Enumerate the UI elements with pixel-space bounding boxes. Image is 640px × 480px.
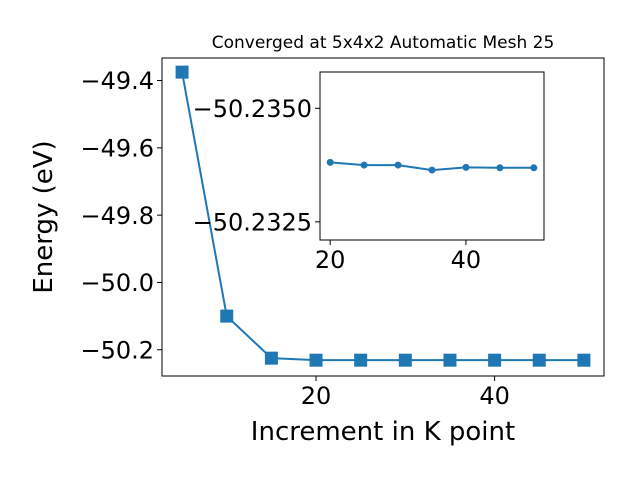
main-data-point [488, 353, 502, 367]
inset-series [326, 158, 538, 174]
main-data-point [398, 353, 412, 367]
main-data-point [443, 353, 457, 367]
inset-data-point [462, 163, 470, 171]
main-y-tick-label: −50.2 [80, 336, 154, 364]
main-x-tick-label: 40 [479, 382, 510, 410]
inset-y-ticks: −50.2350 −50.2325 [193, 95, 320, 236]
inset-y-tick-label: −50.2350 [193, 95, 312, 123]
inset-plot: 20 40 −50.2350−50.2325 [193, 71, 545, 274]
main-series [175, 65, 591, 367]
inset-plot-frame [319, 71, 545, 241]
inset-x-tick-label: 20 [315, 246, 346, 274]
chart-title: Converged at 5x4x2 Automatic Mesh 25 [212, 33, 555, 53]
main-x-ticks: 20 40 [301, 376, 510, 410]
inset-x-tick-label: 40 [451, 246, 482, 274]
y-axis-label: Energy (eV) [29, 140, 59, 293]
main-data-point [220, 309, 234, 323]
main-y-ticks: −49.4 −49.6 −49.8 −50.0 −50.2 [80, 67, 162, 364]
main-y-tick-label: −50.0 [80, 269, 154, 297]
main-series-line [181, 71, 584, 362]
x-axis-label: Increment in K point [251, 417, 515, 447]
inset-x-ticks: 20 40 [315, 240, 481, 274]
inset-data-point [360, 161, 368, 169]
inset-data-point [394, 161, 402, 169]
main-y-tick-label: −49.8 [80, 202, 154, 230]
main-data-point [175, 65, 189, 79]
inset-data-point [496, 164, 504, 172]
inset-data-point [326, 158, 334, 166]
inset-data-point [428, 166, 436, 174]
main-y-tick-label: −49.4 [80, 67, 154, 95]
inset-data-point [530, 164, 538, 172]
main-x-tick-label: 20 [301, 382, 332, 410]
inset-y-tick-label: −50.2325 [193, 208, 312, 236]
main-data-point [577, 353, 591, 367]
main-data-point [354, 353, 368, 367]
main-y-tick-label: −49.6 [80, 134, 154, 162]
main-data-point [264, 351, 278, 365]
main-data-point [309, 353, 323, 367]
main-data-point [532, 353, 546, 367]
